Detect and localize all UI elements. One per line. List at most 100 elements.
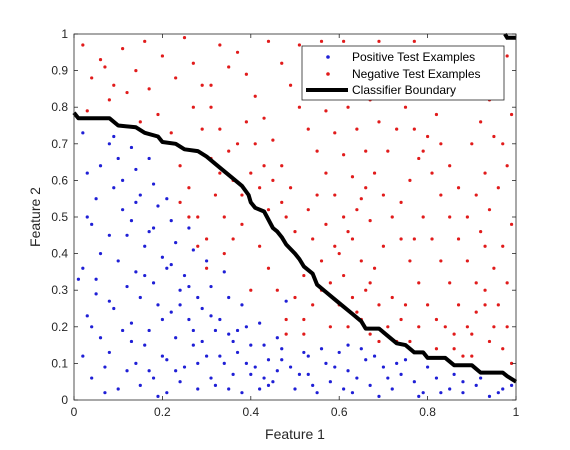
negative-point-133 bbox=[209, 83, 213, 87]
negative-point-213 bbox=[205, 266, 209, 270]
negative-point-176 bbox=[386, 149, 390, 153]
negative-point-150 bbox=[412, 237, 416, 241]
negative-point-11 bbox=[191, 61, 195, 65]
negative-point-204 bbox=[470, 354, 474, 358]
positive-point-64 bbox=[209, 284, 213, 289]
positive-point-14 bbox=[112, 186, 116, 190]
negative-point-100 bbox=[249, 171, 253, 175]
negative-point-67 bbox=[346, 325, 350, 329]
negative-point-42 bbox=[465, 259, 469, 263]
positive-point-21 bbox=[107, 350, 111, 355]
positive-point-112 bbox=[103, 365, 107, 369]
boundary-layer bbox=[72, 32, 518, 384]
negative-point-147 bbox=[386, 325, 390, 329]
negative-point-127 bbox=[125, 90, 129, 95]
negative-point-191 bbox=[280, 200, 284, 204]
positive-point-89 bbox=[284, 299, 288, 303]
legend: Positive Test Examples Negative Test Exa… bbox=[301, 45, 505, 101]
positive-point-90 bbox=[302, 350, 306, 355]
negative-point-218 bbox=[302, 317, 306, 322]
positive-point-26 bbox=[138, 193, 142, 197]
positive-point-68 bbox=[209, 376, 213, 380]
negative-point-163 bbox=[509, 112, 514, 117]
x-tick-label-4: 0.8 bbox=[419, 405, 436, 419]
negative-point-55 bbox=[381, 193, 385, 197]
positive-point-93 bbox=[324, 361, 328, 365]
negative-point-170 bbox=[439, 142, 443, 146]
positive-point-125 bbox=[377, 394, 381, 398]
negative-point-169 bbox=[448, 164, 452, 168]
negative-point-158 bbox=[483, 288, 487, 292]
negative-point-82 bbox=[505, 164, 509, 168]
negative-point-203 bbox=[452, 332, 456, 336]
negative-point-116 bbox=[258, 244, 262, 248]
legend-positive-label: Positive Test Examples bbox=[352, 50, 475, 64]
positive-point-118 bbox=[218, 354, 222, 358]
negative-point-8 bbox=[156, 112, 160, 117]
negative-point-168 bbox=[456, 186, 461, 190]
positive-point-10 bbox=[90, 376, 94, 380]
positive-point-31 bbox=[129, 321, 134, 325]
negative-point-115 bbox=[266, 266, 271, 270]
negative-point-209 bbox=[505, 281, 509, 285]
positive-point-72 bbox=[231, 339, 235, 344]
positive-point-104 bbox=[421, 391, 425, 395]
positive-point-100 bbox=[381, 365, 385, 369]
positive-point-145 bbox=[426, 365, 430, 369]
negative-point-120 bbox=[337, 252, 341, 256]
positive-point-54 bbox=[178, 380, 182, 384]
positive-point-121 bbox=[266, 358, 271, 362]
positive-point-144 bbox=[386, 376, 390, 380]
negative-point-138 bbox=[306, 127, 310, 131]
negative-point-145 bbox=[368, 281, 372, 285]
negative-point-74 bbox=[408, 339, 412, 344]
classifier-boundary-line bbox=[72, 111, 518, 384]
positive-point-129 bbox=[98, 164, 103, 168]
negative-point-201 bbox=[377, 339, 381, 344]
legend-negative-marker bbox=[326, 72, 330, 76]
negative-point-202 bbox=[434, 317, 439, 322]
negative-point-156 bbox=[465, 325, 469, 329]
positive-point-96 bbox=[346, 369, 350, 373]
positive-point-138 bbox=[235, 328, 240, 333]
negative-point-194 bbox=[315, 193, 319, 197]
positive-point-11 bbox=[103, 391, 107, 395]
negative-point-167 bbox=[465, 215, 469, 219]
positive-point-66 bbox=[213, 328, 218, 333]
positive-point-101 bbox=[390, 387, 394, 391]
positive-point-59 bbox=[187, 317, 191, 322]
positive-point-42 bbox=[147, 328, 151, 333]
negative-point-197 bbox=[342, 273, 346, 278]
negative-point-98 bbox=[266, 208, 271, 212]
positive-point-119 bbox=[231, 372, 235, 376]
negative-point-65 bbox=[328, 281, 332, 285]
positive-point-15 bbox=[121, 208, 125, 212]
dots-layer bbox=[76, 36, 514, 398]
negative-point-22 bbox=[288, 186, 293, 190]
negative-point-95 bbox=[399, 200, 403, 204]
negative-point-130 bbox=[103, 65, 107, 69]
positive-point-143 bbox=[359, 347, 363, 351]
negative-point-144 bbox=[359, 259, 363, 263]
positive-point-115 bbox=[160, 317, 164, 322]
negative-point-122 bbox=[355, 208, 359, 212]
negative-point-3 bbox=[107, 98, 111, 102]
positive-point-74 bbox=[227, 387, 231, 391]
negative-point-160 bbox=[501, 244, 505, 248]
positive-point-1 bbox=[85, 171, 89, 175]
positive-point-163 bbox=[280, 347, 284, 351]
positive-point-84 bbox=[275, 336, 279, 340]
negative-point-212 bbox=[196, 244, 200, 248]
negative-point-94 bbox=[408, 178, 412, 182]
positive-point-32 bbox=[143, 343, 147, 347]
positive-point-35 bbox=[147, 156, 151, 161]
negative-point-195 bbox=[324, 222, 328, 226]
positive-point-13 bbox=[116, 156, 120, 161]
negative-point-54 bbox=[390, 215, 394, 219]
positive-point-0 bbox=[81, 131, 85, 135]
positive-point-114 bbox=[143, 273, 147, 278]
positive-point-46 bbox=[165, 197, 169, 201]
positive-point-160 bbox=[227, 332, 231, 336]
negative-point-135 bbox=[280, 61, 284, 65]
